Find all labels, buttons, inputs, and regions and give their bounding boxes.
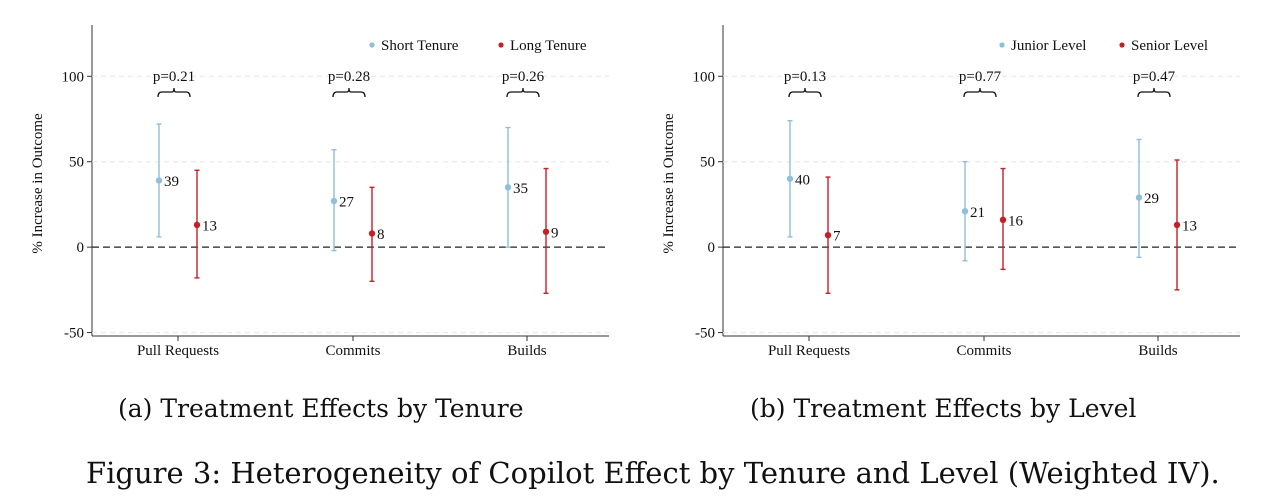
y-tick-label: 100 [62,69,85,85]
y-tick-label: -50 [64,326,84,342]
x-tick-label: Builds [1138,343,1177,359]
chart-tenure: 100 50 0 -50 % Increase in Outcome Pull Reque… [30,25,609,359]
data-point [999,216,1007,224]
brace [1137,87,1171,98]
data-label: 39 [164,174,179,190]
y-axis-label: % Increase in Outcome [30,113,46,254]
data-point [542,228,550,235]
chart-panel-level: 100 50 0 -50 % Increase in Outcome Pull Reque… [631,0,1262,380]
x-tick-label: Builds [507,343,546,359]
data-point [1173,221,1181,229]
data-label: 9 [551,225,559,241]
x-tick-label: Pull Requests [137,343,219,359]
p-value-label: p=0.13 [784,69,826,85]
data-point [504,184,512,191]
data-label: 27 [339,195,355,211]
y-axis-label: % Increase in Outcome [661,113,677,254]
data-label: 8 [377,227,385,243]
legend-marker [1119,42,1125,48]
p-value-label: p=0.28 [328,69,370,85]
data-label: 16 [1008,213,1024,229]
chart-level: 100 50 0 -50 % Increase in Outcome Pull Reque… [661,25,1240,359]
data-label: 13 [202,218,217,234]
data-label: 40 [795,172,810,188]
brace [506,87,540,98]
legend-label: Short Tenure [381,38,459,54]
data-point [368,230,376,237]
data-label: 29 [1144,191,1159,207]
figure-caption: Figure 3: Heterogeneity of Copilot Effec… [86,456,1220,490]
legend-label: Senior Level [1131,38,1208,54]
x-tick-label: Commits [956,343,1011,359]
brace [788,87,822,98]
legend-label: Junior Level [1011,38,1086,54]
y-tick-label: 50 [700,155,715,171]
y-tick-label: 0 [708,240,716,256]
x-tick-label: Commits [325,343,380,359]
p-value-label: p=0.47 [1133,69,1176,85]
chart-panel-tenure: 100 50 0 -50 % Increase in Outcome Pull Reque… [0,0,631,380]
y-tick-label: 100 [693,69,716,85]
data-point [330,197,338,205]
brace [157,87,191,98]
brace [963,87,997,98]
p-value-label: p=0.26 [502,69,545,85]
legend-label: Long Tenure [510,38,587,54]
data-point [1135,194,1143,201]
p-value-label: p=0.77 [959,69,1002,85]
data-point [786,175,794,182]
y-tick-label: 0 [77,240,85,256]
y-tick-label: -50 [695,326,715,342]
p-value-label: p=0.21 [153,69,195,85]
data-label: 35 [513,181,528,197]
data-point [961,208,969,215]
subfigure-caption-b: (b) Treatment Effects by Level [750,394,1137,423]
legend-marker [498,42,504,48]
y-tick-label: 50 [69,155,84,171]
data-label: 21 [970,205,985,221]
data-point [824,231,832,239]
x-tick-label: Pull Requests [768,343,850,359]
legend-marker [369,42,375,48]
data-point [193,221,201,229]
subfigure-caption-a: (a) Treatment Effects by Tenure [118,394,524,423]
data-point [155,177,163,184]
data-label: 7 [833,229,841,245]
legend-marker [999,42,1005,48]
brace [332,87,366,98]
data-label: 13 [1182,218,1197,234]
